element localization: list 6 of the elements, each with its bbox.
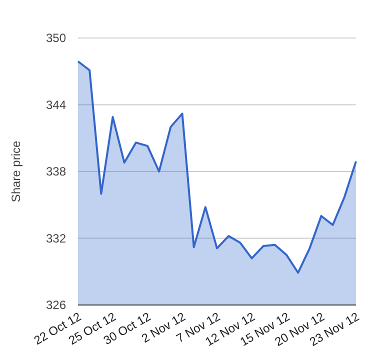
y-tick-label: 326: [46, 298, 66, 312]
y-tick-label: 344: [46, 98, 66, 112]
y-axis-title: Share price: [9, 140, 23, 202]
y-tick-label: 338: [46, 164, 66, 179]
y-tick-label: 350: [46, 31, 66, 46]
y-tick-label: 332: [46, 231, 66, 246]
